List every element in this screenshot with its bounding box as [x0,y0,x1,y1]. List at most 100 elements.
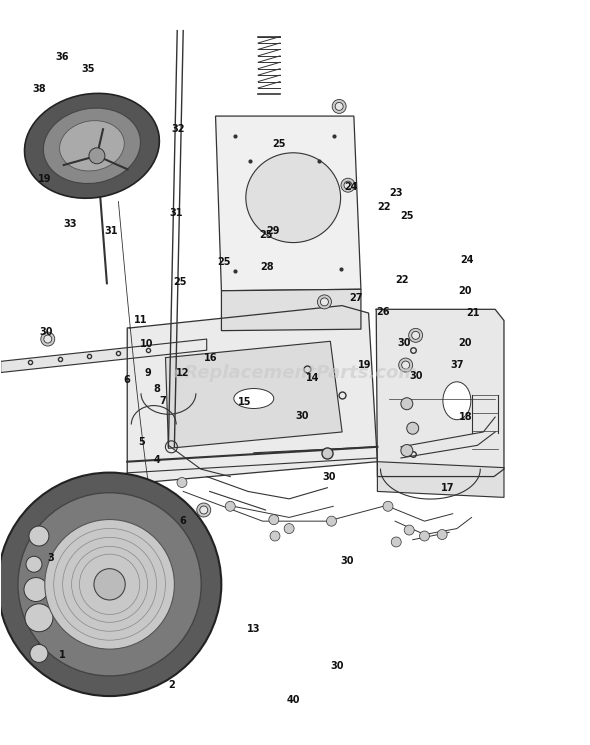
Text: 37: 37 [450,360,464,370]
Circle shape [225,501,235,511]
Ellipse shape [234,389,274,408]
Circle shape [407,422,419,434]
Ellipse shape [25,93,159,198]
Text: 1: 1 [59,650,66,660]
Ellipse shape [45,519,175,649]
Circle shape [269,515,279,524]
Ellipse shape [18,492,201,676]
Circle shape [332,99,346,113]
Circle shape [412,332,419,339]
Polygon shape [1,339,206,372]
Text: 30: 30 [340,556,353,565]
Text: 30: 30 [397,337,411,348]
Text: 20: 20 [458,286,471,296]
Text: 25: 25 [173,277,187,287]
Text: 19: 19 [358,360,371,370]
Text: 3: 3 [47,554,54,563]
Text: 18: 18 [459,412,473,422]
Circle shape [317,295,332,309]
Text: 7: 7 [159,396,166,406]
Text: 11: 11 [134,315,148,326]
Text: 10: 10 [140,339,153,349]
Text: 12: 12 [176,367,190,378]
Circle shape [419,531,430,541]
Circle shape [437,530,447,539]
Circle shape [404,525,414,535]
Text: 31: 31 [169,208,183,218]
Text: 31: 31 [104,226,118,236]
Text: 13: 13 [247,624,261,634]
Text: 28: 28 [260,262,274,272]
Polygon shape [376,309,504,477]
Text: 29: 29 [266,226,280,236]
Circle shape [41,332,55,346]
Circle shape [270,531,280,541]
Text: 25: 25 [259,230,273,240]
Text: 14: 14 [306,373,319,384]
Polygon shape [127,305,378,484]
Text: 35: 35 [81,64,94,74]
Text: 27: 27 [349,294,362,303]
Circle shape [344,181,352,189]
Text: 30: 30 [296,410,309,421]
Ellipse shape [443,381,471,419]
Text: 21: 21 [466,308,480,318]
Text: 25: 25 [218,258,231,267]
Circle shape [200,506,208,514]
Circle shape [401,445,413,457]
Text: eReplacementParts.com: eReplacementParts.com [172,364,418,381]
Polygon shape [166,341,342,448]
Text: 8: 8 [153,384,160,394]
Ellipse shape [246,153,340,243]
Circle shape [320,298,329,306]
Ellipse shape [60,121,124,171]
Text: 20: 20 [458,337,471,348]
Circle shape [401,398,413,410]
Text: 23: 23 [389,188,403,197]
Circle shape [399,358,412,372]
Polygon shape [378,462,504,498]
Text: 24: 24 [344,182,358,191]
Circle shape [177,478,187,487]
Circle shape [341,178,355,192]
Text: 25: 25 [273,139,286,148]
Circle shape [25,603,53,632]
Text: 32: 32 [172,124,185,133]
Text: 15: 15 [238,397,252,408]
Text: 24: 24 [460,255,474,264]
Circle shape [89,148,105,164]
Text: 2: 2 [168,679,175,690]
Circle shape [391,537,401,547]
Text: 26: 26 [376,306,390,317]
Circle shape [326,516,336,526]
Text: 30: 30 [40,326,53,337]
Polygon shape [215,116,361,291]
Text: 5: 5 [139,437,145,446]
Text: 36: 36 [55,51,69,62]
Circle shape [402,361,409,369]
Text: 38: 38 [32,83,46,94]
Ellipse shape [0,472,221,696]
Text: 22: 22 [395,275,409,285]
Text: 25: 25 [400,212,414,221]
Circle shape [409,329,422,342]
Circle shape [335,102,343,110]
Circle shape [29,526,49,546]
Text: 6: 6 [180,516,186,526]
Text: 6: 6 [124,375,130,385]
Text: 30: 30 [322,472,336,481]
Circle shape [284,524,294,533]
Ellipse shape [44,108,140,183]
Circle shape [197,503,211,517]
Text: 16: 16 [204,352,218,363]
Circle shape [24,577,48,601]
Circle shape [383,501,393,511]
Text: 4: 4 [153,455,160,465]
Ellipse shape [94,568,125,600]
Polygon shape [221,289,361,331]
Text: 33: 33 [63,219,77,229]
Text: 40: 40 [287,694,300,705]
Text: 30: 30 [409,371,422,381]
Text: 22: 22 [378,203,391,212]
Circle shape [26,557,42,572]
